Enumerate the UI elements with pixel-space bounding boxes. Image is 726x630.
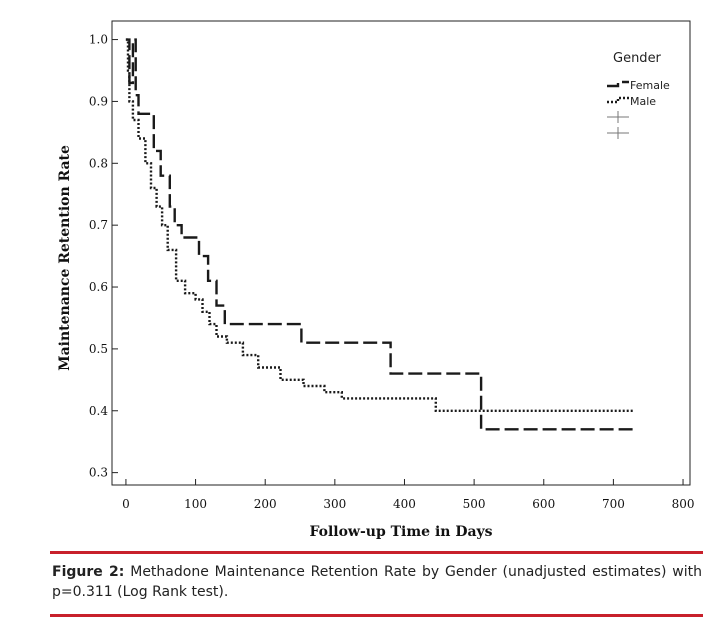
x-tick-label-4: 400 [393,497,416,511]
x-tick-label-1: 100 [184,497,207,511]
y-tick-label-5: 0.8 [89,156,108,170]
y-tick-label-0: 0.3 [89,466,108,480]
y-tick-label-7: 1.0 [89,33,108,47]
x-axis-label: Follow-up Time in Days [309,524,492,540]
legend-label-female: Female [630,79,670,92]
caption-top-rule [50,551,703,554]
legend-label-male: Male [630,95,656,108]
caption-label: Figure 2: [52,564,125,580]
x-tick-label-5: 500 [463,497,486,511]
y-tick-label-1: 0.4 [89,404,108,418]
x-tick-label-8: 800 [672,497,695,511]
series-line-female [125,38,635,431]
legend-title: Gender [613,51,662,66]
x-tick-label-6: 600 [532,497,555,511]
legend: Gender Female Male [607,51,670,139]
figure-caption: Figure 2: Methadone Maintenance Retentio… [52,562,702,602]
y-axis-label: Maintenance Retention Rate [57,145,73,371]
x-tick-label-0: 0 [122,497,130,511]
series-line-male [125,38,635,412]
legend-censor-marker-1 [607,127,629,139]
x-axis: 0 100 200 300 400 500 600 700 800 [122,479,694,511]
y-tick-label-3: 0.6 [89,280,108,294]
y-tick-label-2: 0.5 [89,342,108,356]
x-tick-label-3: 300 [323,497,346,511]
plot-frame [111,20,691,486]
y-axis: 0.3 0.4 0.5 0.6 0.7 0.8 0.9 1.0 [89,33,118,480]
y-tick-label-6: 0.9 [89,94,108,108]
x-tick-label-7: 700 [602,497,625,511]
legend-censor-marker-0 [607,111,629,123]
survival-chart: 0.3 0.4 0.5 0.6 0.7 0.8 0.9 1.0 0 100 200 300 400 50… [57,20,694,540]
legend-swatch-female [607,80,629,88]
caption-text: Methadone Maintenance Retention Rate by … [52,564,702,600]
x-tick-label-2: 200 [254,497,277,511]
caption-bottom-rule [50,614,703,617]
legend-swatch-male [607,96,629,104]
series-layer [125,38,635,431]
y-tick-label-4: 0.7 [89,218,108,232]
